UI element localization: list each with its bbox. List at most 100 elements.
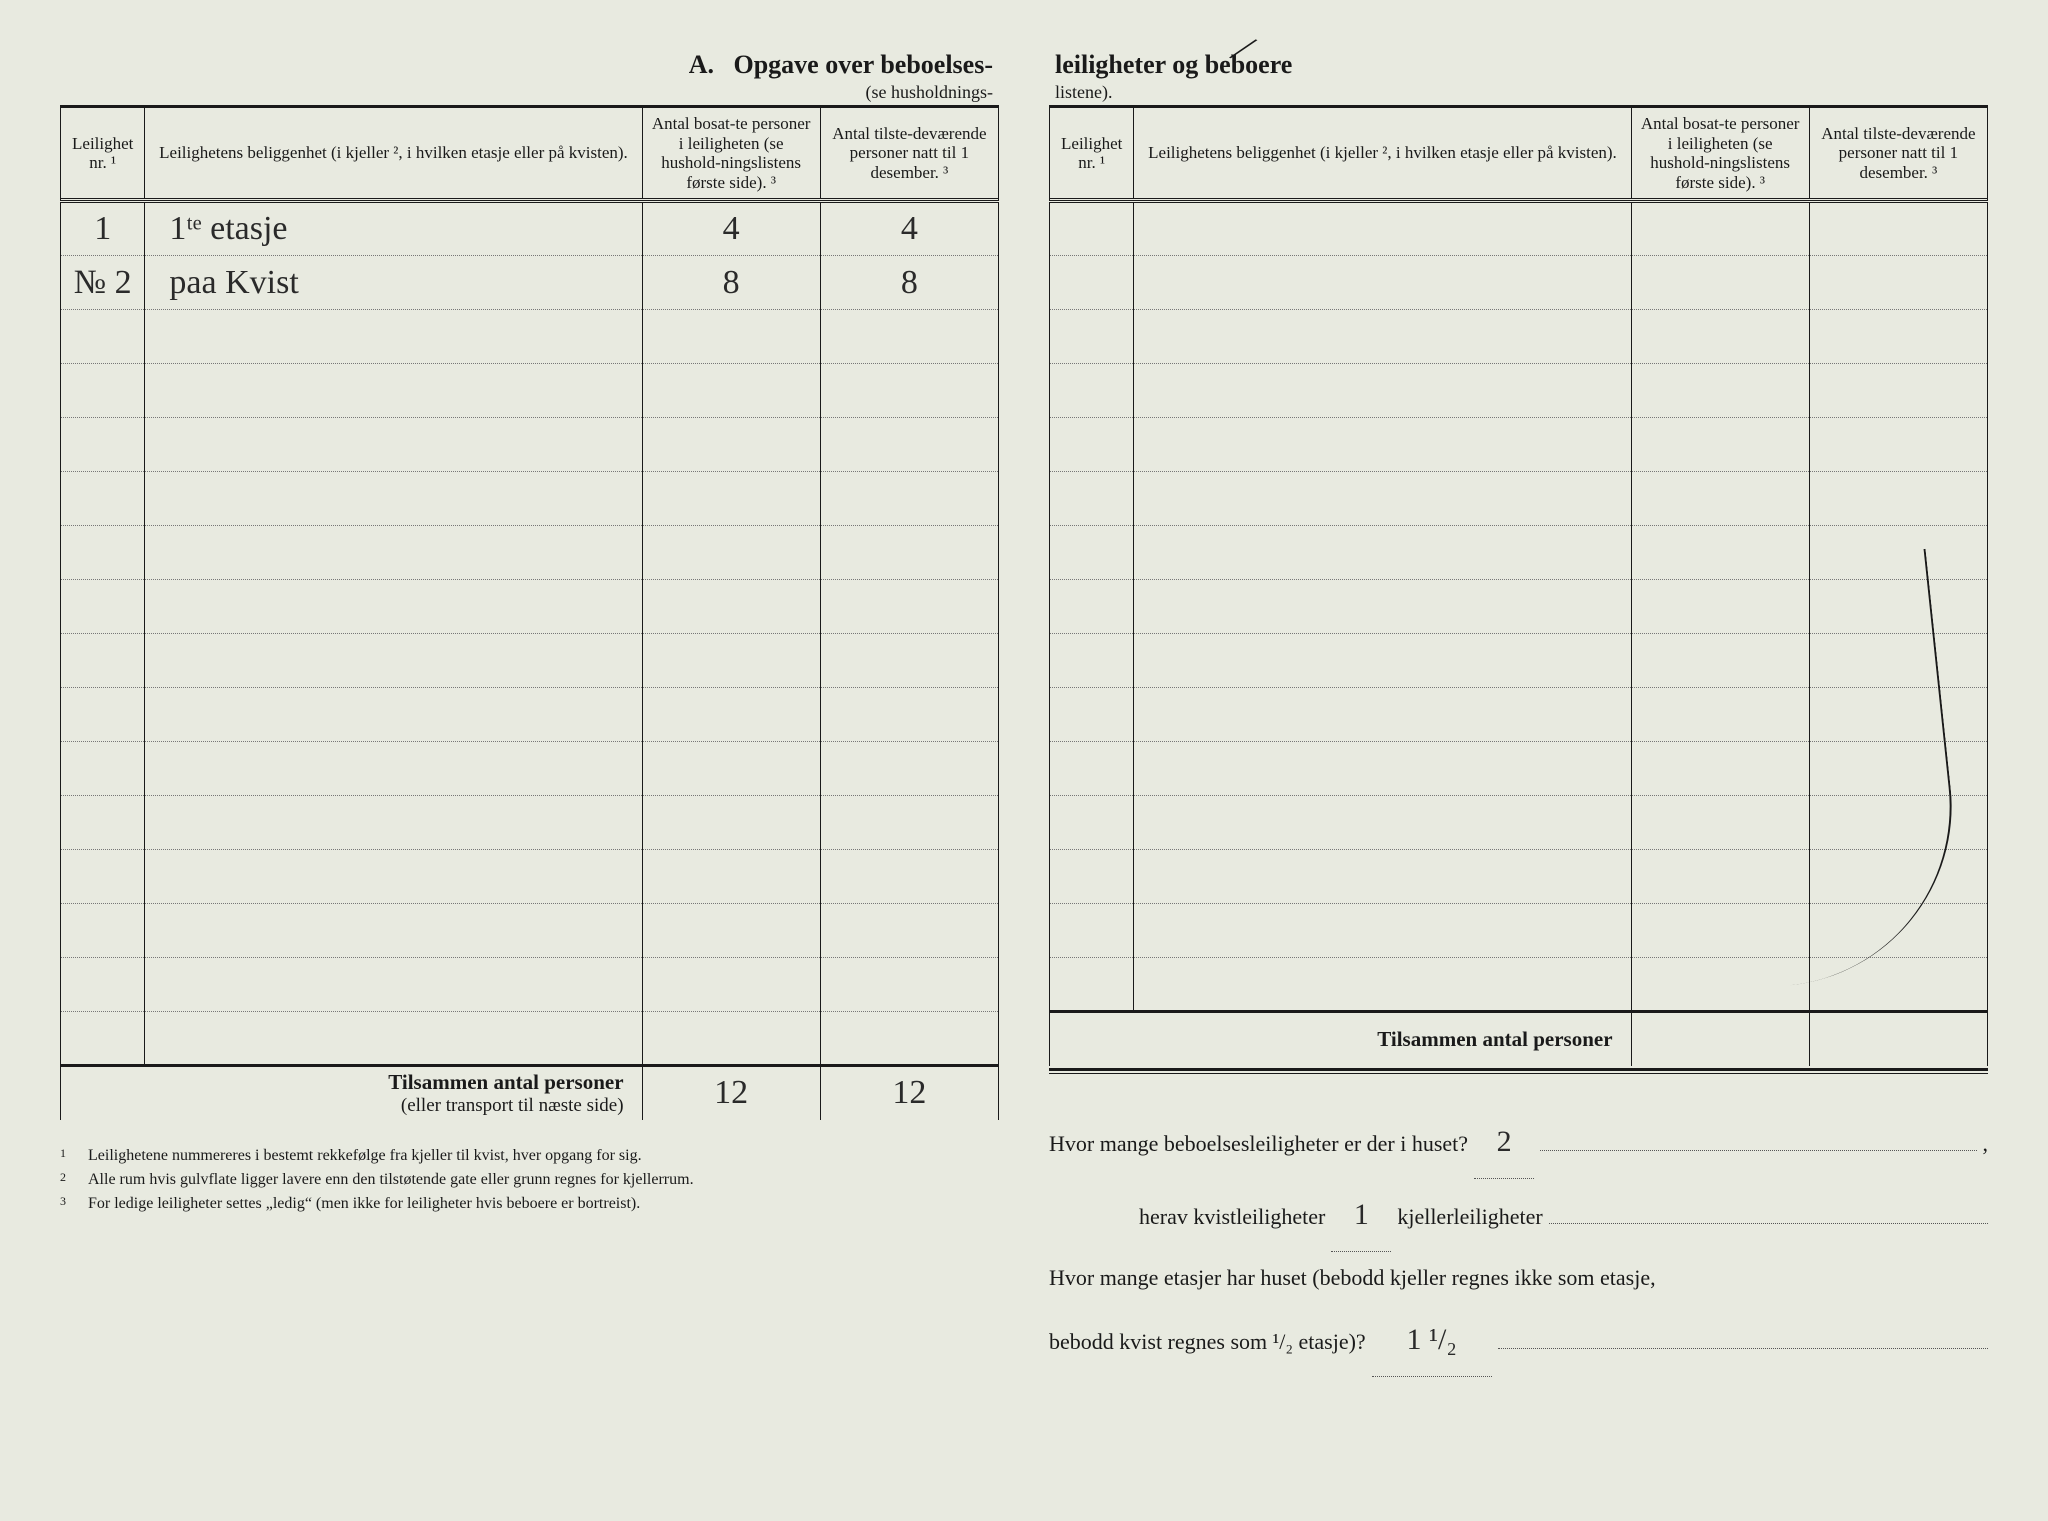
- cell-c2: [820, 850, 998, 904]
- cell-nr: [61, 472, 145, 526]
- cell-nr: [1050, 202, 1134, 256]
- left-table: Leilighet nr. ¹ Leilighetens beliggenhet…: [60, 108, 999, 1120]
- section-title-right: leiligheter og beboere: [1049, 50, 1988, 80]
- cell-location: [1134, 634, 1631, 688]
- cell-c1: [1631, 580, 1809, 634]
- cell-c1: [642, 688, 820, 742]
- cell-c1: [642, 418, 820, 472]
- cell-c2: 8: [820, 256, 998, 310]
- cell-nr: [1050, 796, 1134, 850]
- cell-c1: [1631, 472, 1809, 526]
- right-page: leiligheter og beboere listene). Leiligh…: [1049, 50, 1988, 1377]
- table-row: [61, 472, 999, 526]
- q1-answer: 2: [1474, 1106, 1534, 1179]
- totals-c1-left: 12: [642, 1066, 820, 1120]
- cell-c1: [642, 472, 820, 526]
- cell-location: [1134, 688, 1631, 742]
- cell-nr: [61, 904, 145, 958]
- q3-answer: 1 ¹/₂: [1372, 1304, 1492, 1377]
- cell-nr: [1050, 580, 1134, 634]
- cell-c1: [642, 796, 820, 850]
- cell-c1: [1631, 742, 1809, 796]
- table-row: [1050, 688, 1988, 742]
- cell-nr: [1050, 310, 1134, 364]
- cell-nr: № 2: [61, 256, 145, 310]
- cell-nr: [61, 850, 145, 904]
- question-2: herav kvistleiligheter 1 kjellerleilighe…: [1049, 1179, 1988, 1252]
- totals-c2-right: [1809, 1012, 1987, 1066]
- cell-c2: [1809, 310, 1987, 364]
- table-row: [61, 364, 999, 418]
- cell-nr: [61, 364, 145, 418]
- cell-location: [1134, 796, 1631, 850]
- cell-location: [145, 526, 642, 580]
- cell-location: [1134, 904, 1631, 958]
- section-title-left: A. Opgave over beboelses-: [60, 50, 999, 80]
- cell-location: [1134, 742, 1631, 796]
- cell-c1: [1631, 904, 1809, 958]
- totals-c2-left: 12: [820, 1066, 998, 1120]
- table-row: [61, 742, 999, 796]
- cell-c1: [1631, 418, 1809, 472]
- table-row: [61, 958, 999, 1012]
- table-row: [1050, 904, 1988, 958]
- subtitle-left: (se husholdnings-: [866, 82, 1000, 103]
- cell-c2: [1809, 958, 1987, 1012]
- cell-c1: [642, 1012, 820, 1066]
- col-header-count2: Antal tilste-deværende personer natt til…: [820, 108, 998, 199]
- table-row: [1050, 796, 1988, 850]
- right-table: Leilighet nr. ¹ Leilighetens beliggenhet…: [1049, 108, 1988, 1066]
- table-row: [61, 580, 999, 634]
- cell-location: [1134, 202, 1631, 256]
- cell-c2: [1809, 526, 1987, 580]
- cell-location: [145, 742, 642, 796]
- col-header-count2-r: Antal tilste-deværende personer natt til…: [1809, 108, 1987, 199]
- table-row: [1050, 256, 1988, 310]
- cell-c2: [820, 796, 998, 850]
- cell-location: [145, 796, 642, 850]
- section-letter: A.: [689, 50, 714, 79]
- col-header-count1: Antal bosat-te personer i leiligheten (s…: [642, 108, 820, 199]
- cell-location: [1134, 418, 1631, 472]
- cell-nr: [61, 1012, 145, 1066]
- cell-c2: [820, 634, 998, 688]
- cell-c1: [642, 634, 820, 688]
- cell-location: [145, 472, 642, 526]
- cell-c1: [1631, 256, 1809, 310]
- right-table-body: [1050, 202, 1988, 1012]
- table-row: [1050, 526, 1988, 580]
- cell-location: [145, 364, 642, 418]
- cell-location: [1134, 256, 1631, 310]
- table-row: [61, 418, 999, 472]
- col-header-nr: Leilighet nr. ¹: [61, 108, 145, 199]
- cell-c2: [1809, 472, 1987, 526]
- table-row: 11ᵗᵉ etasje44: [61, 202, 999, 256]
- table-row: [61, 310, 999, 364]
- cell-c2: [820, 310, 998, 364]
- cell-c1: [1631, 310, 1809, 364]
- cell-c2: [1809, 256, 1987, 310]
- cell-location: [1134, 850, 1631, 904]
- table-row: [61, 904, 999, 958]
- table-row: [61, 796, 999, 850]
- table-row: [61, 1012, 999, 1066]
- cell-nr: [1050, 850, 1134, 904]
- cell-c2: [1809, 904, 1987, 958]
- cell-nr: [61, 796, 145, 850]
- cell-c1: [1631, 634, 1809, 688]
- cell-location: [145, 904, 642, 958]
- table-row: [61, 850, 999, 904]
- footnote-2: 2Alle rum hvis gulvflate ligger lavere e…: [60, 1168, 999, 1192]
- cell-location: [145, 850, 642, 904]
- totals-label-left: Tilsammen antal personer (eller transpor…: [61, 1066, 643, 1120]
- cell-nr: [1050, 742, 1134, 796]
- cell-c1: [1631, 688, 1809, 742]
- cell-nr: [1050, 904, 1134, 958]
- col-header-nr-r: Leilighet nr. ¹: [1050, 108, 1134, 199]
- table-row: [1050, 202, 1988, 256]
- form-spread: A. Opgave over beboelses- (se husholdnin…: [60, 50, 1988, 1377]
- table-row: № 2paa Kvist88: [61, 256, 999, 310]
- cell-c1: [1631, 364, 1809, 418]
- cell-location: [145, 688, 642, 742]
- q2-answer-b: [1549, 1223, 1988, 1224]
